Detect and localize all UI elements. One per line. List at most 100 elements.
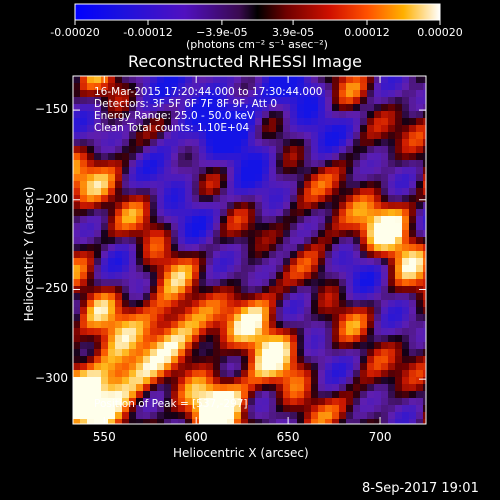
heatmap-cell bbox=[332, 335, 340, 343]
heatmap-cell bbox=[185, 286, 193, 294]
heatmap-cell bbox=[101, 258, 109, 266]
heatmap-cell bbox=[318, 125, 326, 133]
heatmap-cell bbox=[283, 146, 291, 154]
heatmap-cell bbox=[87, 377, 95, 385]
heatmap-cell bbox=[311, 272, 319, 280]
heatmap-cell bbox=[101, 146, 109, 154]
heatmap-cell bbox=[234, 146, 242, 154]
heatmap-cell bbox=[381, 314, 389, 322]
heatmap-cell bbox=[402, 398, 410, 406]
heatmap-cell bbox=[346, 279, 354, 287]
heatmap-cell bbox=[157, 237, 165, 245]
heatmap-cell bbox=[304, 216, 312, 224]
heatmap-cell bbox=[374, 132, 382, 140]
heatmap-cell bbox=[318, 230, 326, 238]
heatmap-cell bbox=[381, 363, 389, 371]
heatmap-cell bbox=[325, 202, 333, 210]
heatmap-cell bbox=[304, 356, 312, 364]
heatmap-cell bbox=[304, 195, 312, 203]
heatmap-cell bbox=[297, 223, 305, 231]
heatmap-cell bbox=[213, 258, 221, 266]
heatmap-cell bbox=[157, 384, 165, 392]
heatmap-cell bbox=[297, 405, 305, 413]
heatmap-cell bbox=[108, 335, 116, 343]
heatmap-cell bbox=[171, 244, 179, 252]
heatmap-cell bbox=[409, 363, 417, 371]
heatmap-cell bbox=[178, 321, 186, 329]
heatmap-cell bbox=[318, 363, 326, 371]
heatmap-cell bbox=[80, 230, 88, 238]
heatmap-cell bbox=[395, 195, 403, 203]
heatmap-cell bbox=[269, 202, 277, 210]
heatmap-cell bbox=[94, 104, 102, 112]
heatmap-cell bbox=[367, 321, 375, 329]
heatmap-cell bbox=[276, 293, 284, 301]
heatmap-cell bbox=[290, 244, 298, 252]
heatmap-cell bbox=[248, 188, 256, 196]
heatmap-cell bbox=[192, 356, 200, 364]
heatmap-cell bbox=[220, 125, 228, 133]
heatmap-cell bbox=[339, 349, 347, 357]
heatmap-cell bbox=[115, 314, 123, 322]
heatmap-cell bbox=[255, 237, 263, 245]
heatmap-cell bbox=[178, 328, 186, 336]
heatmap-cell bbox=[248, 356, 256, 364]
heatmap-cell bbox=[311, 97, 319, 105]
heatmap-cell bbox=[101, 363, 109, 371]
heatmap-cell bbox=[129, 370, 137, 378]
heatmap-cell bbox=[255, 230, 263, 238]
heatmap-cell bbox=[262, 104, 270, 112]
heatmap-cell bbox=[332, 405, 340, 413]
heatmap-cell bbox=[241, 377, 249, 385]
colorbar-tick-label: -0.00020 bbox=[50, 26, 100, 39]
heatmap-cell bbox=[388, 237, 396, 245]
heatmap-cell bbox=[87, 76, 95, 84]
heatmap-cell bbox=[381, 118, 389, 126]
heatmap-cell bbox=[178, 188, 186, 196]
heatmap-cell bbox=[360, 293, 368, 301]
heatmap-cell bbox=[332, 321, 340, 329]
heatmap-cell bbox=[248, 90, 256, 98]
heatmap-cell bbox=[164, 146, 172, 154]
heatmap-cell bbox=[227, 419, 235, 424]
heatmap-cell bbox=[325, 314, 333, 322]
heatmap-cell bbox=[157, 342, 165, 350]
heatmap-cell bbox=[283, 398, 291, 406]
heatmap-cell bbox=[101, 286, 109, 294]
heatmap-cell bbox=[388, 398, 396, 406]
heatmap-cell bbox=[290, 174, 298, 182]
heatmap-cell bbox=[388, 83, 396, 91]
heatmap-cell bbox=[290, 188, 298, 196]
heatmap-cell bbox=[192, 293, 200, 301]
heatmap-cell bbox=[108, 384, 116, 392]
heatmap-cell bbox=[164, 153, 172, 161]
heatmap-cell bbox=[423, 335, 426, 343]
heatmap-cell bbox=[332, 216, 340, 224]
heatmap-cell bbox=[101, 377, 109, 385]
heatmap-cell bbox=[304, 321, 312, 329]
heatmap-cell bbox=[332, 398, 340, 406]
heatmap-cell bbox=[108, 195, 116, 203]
heatmap-cell bbox=[185, 195, 193, 203]
heatmap-cell bbox=[101, 237, 109, 245]
heatmap-cell bbox=[325, 307, 333, 315]
heatmap-cell bbox=[157, 97, 165, 105]
heatmap-cell bbox=[73, 104, 81, 112]
heatmap-cell bbox=[353, 167, 361, 175]
heatmap-cell bbox=[388, 202, 396, 210]
heatmap-cell bbox=[101, 251, 109, 259]
heatmap-cell bbox=[164, 391, 172, 399]
heatmap-cell bbox=[178, 293, 186, 301]
heatmap-cell bbox=[255, 146, 263, 154]
heatmap-cell bbox=[276, 118, 284, 126]
heatmap-cell bbox=[262, 412, 270, 420]
heatmap-cell bbox=[206, 146, 214, 154]
heatmap-cell bbox=[332, 83, 340, 91]
heatmap-cell bbox=[332, 139, 340, 147]
heatmap-cell bbox=[255, 125, 263, 133]
heatmap-cell bbox=[227, 370, 235, 378]
heatmap-cell bbox=[213, 265, 221, 273]
heatmap-cell bbox=[87, 363, 95, 371]
heatmap-cell bbox=[199, 209, 207, 217]
heatmap-cell bbox=[297, 258, 305, 266]
